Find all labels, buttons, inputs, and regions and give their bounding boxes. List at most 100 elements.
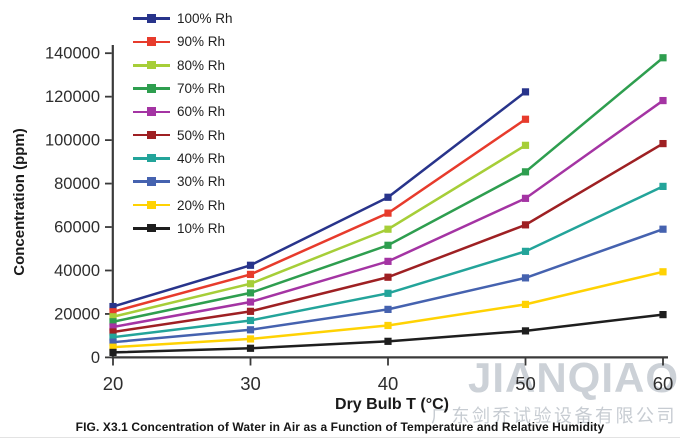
data-point-90-rh	[384, 209, 392, 217]
legend-item-60-rh: 60% Rh	[133, 100, 233, 123]
y-tick-label: 140000	[45, 45, 100, 63]
data-point-80-rh	[521, 141, 530, 149]
legend-square-marker	[147, 130, 156, 140]
x-tick-label: 60	[653, 373, 674, 394]
data-point-40-rh	[109, 333, 117, 341]
data-point-10-rh	[246, 344, 255, 352]
y-tick-label: 60000	[54, 219, 100, 237]
legend-square-marker	[147, 60, 156, 70]
data-point-50-rh	[109, 328, 117, 336]
data-point-10-rh	[521, 327, 530, 335]
y-tick-label: 100000	[45, 132, 100, 150]
chart-plot-area: 0 20000 40000 60000 80000 100000 120000 140000 2…	[45, 45, 674, 394]
legend-square-marker	[147, 14, 156, 23]
data-point-30-rh	[246, 326, 255, 334]
data-point-20-rh	[659, 268, 667, 276]
data-point-70-rh	[246, 289, 255, 297]
legend-label: 80% Rh	[177, 57, 226, 73]
data-point-100-rh	[109, 302, 117, 311]
legend-swatch	[133, 14, 170, 23]
legend-square-marker	[147, 200, 156, 210]
data-point-50-rh	[659, 139, 667, 148]
data-point-100-rh	[246, 261, 255, 269]
data-point-60-rh	[384, 257, 392, 265]
data-point-20-rh	[109, 343, 117, 351]
data-point-40-rh	[246, 316, 255, 325]
data-point-30-rh	[109, 338, 117, 346]
legend-swatch	[133, 200, 170, 210]
legend-item-80-rh: 80% Rh	[133, 54, 233, 77]
data-point-90-rh	[109, 308, 117, 316]
data-point-80-rh	[109, 313, 117, 321]
legend-swatch	[133, 223, 170, 233]
data-point-100-rh	[521, 88, 530, 96]
series-line-80-rh	[112, 144, 527, 318]
data-point-60-rh	[109, 323, 117, 331]
legend-label: 20% Rh	[177, 197, 226, 213]
data-point-30-rh	[659, 225, 667, 233]
legend-label: 50% Rh	[177, 127, 226, 143]
legend-label: 100% Rh	[177, 11, 233, 27]
x-tick-label: 40	[378, 373, 399, 394]
watermark-company-text: 广东剑乔试验设备有限公司	[431, 406, 677, 426]
data-point-40-rh	[521, 247, 530, 255]
data-point-50-rh	[246, 307, 255, 315]
data-point-30-rh	[384, 305, 392, 313]
watermark-brand-text: JIANQIAO	[467, 354, 679, 401]
data-point-80-rh	[384, 225, 392, 233]
y-tick-label: 120000	[45, 88, 100, 106]
legend-square-marker	[147, 107, 156, 116]
legend-square-marker	[147, 177, 156, 186]
legend-swatch	[133, 153, 170, 163]
data-point-20-rh	[246, 335, 255, 343]
data-point-40-rh	[384, 289, 392, 297]
series-line-90-rh	[112, 118, 527, 313]
data-point-20-rh	[521, 300, 530, 308]
data-point-80-rh	[246, 280, 255, 288]
data-point-10-rh	[384, 337, 392, 345]
data-point-60-rh	[246, 298, 255, 306]
y-axis-title: Concentration (ppm)	[11, 128, 28, 276]
x-tick-label: 20	[103, 373, 124, 394]
data-point-90-rh	[246, 270, 255, 278]
legend-item-40-rh: 40% Rh	[133, 147, 233, 170]
data-point-20-rh	[384, 321, 392, 330]
x-tick-label: 50	[515, 373, 536, 394]
data-point-60-rh	[521, 194, 530, 202]
bottom-divider	[0, 437, 680, 438]
legend-swatch	[133, 130, 170, 140]
legend-swatch	[133, 107, 170, 116]
legend-label: 60% Rh	[177, 104, 226, 120]
legend-label: 30% Rh	[177, 174, 226, 190]
legend-swatch	[133, 60, 170, 70]
legend-item-100-rh: 100% Rh	[133, 7, 233, 30]
data-point-90-rh	[521, 115, 530, 123]
data-point-50-rh	[521, 221, 530, 229]
legend-item-70-rh: 70% Rh	[133, 77, 233, 100]
legend-square-marker	[147, 153, 156, 163]
y-tick-label: 20000	[54, 305, 100, 323]
data-point-70-rh	[659, 54, 667, 62]
legend-item-10-rh: 10% Rh	[133, 217, 233, 240]
legend-square-marker	[147, 37, 156, 46]
data-point-10-rh	[659, 310, 667, 319]
legend-label: 90% Rh	[177, 34, 226, 50]
x-axis-title: Dry Bulb T (°C)	[335, 396, 449, 413]
x-tick-label: 30	[240, 373, 261, 394]
legend-swatch	[133, 177, 170, 186]
data-point-60-rh	[659, 96, 667, 105]
data-point-70-rh	[384, 241, 392, 249]
legend-swatch	[133, 84, 170, 93]
legend-label: 40% Rh	[177, 150, 226, 166]
legend-label: 10% Rh	[177, 220, 226, 236]
data-point-10-rh	[109, 348, 117, 357]
y-tick-label: 80000	[54, 175, 100, 193]
data-point-70-rh	[521, 168, 530, 176]
figure-caption: FIG. X3.1 Concentration of Water in Air …	[75, 420, 605, 434]
series-line-100-rh	[112, 90, 527, 308]
legend-item-90-rh: 90% Rh	[133, 30, 233, 53]
data-point-100-rh	[384, 193, 392, 201]
data-point-70-rh	[109, 318, 117, 326]
